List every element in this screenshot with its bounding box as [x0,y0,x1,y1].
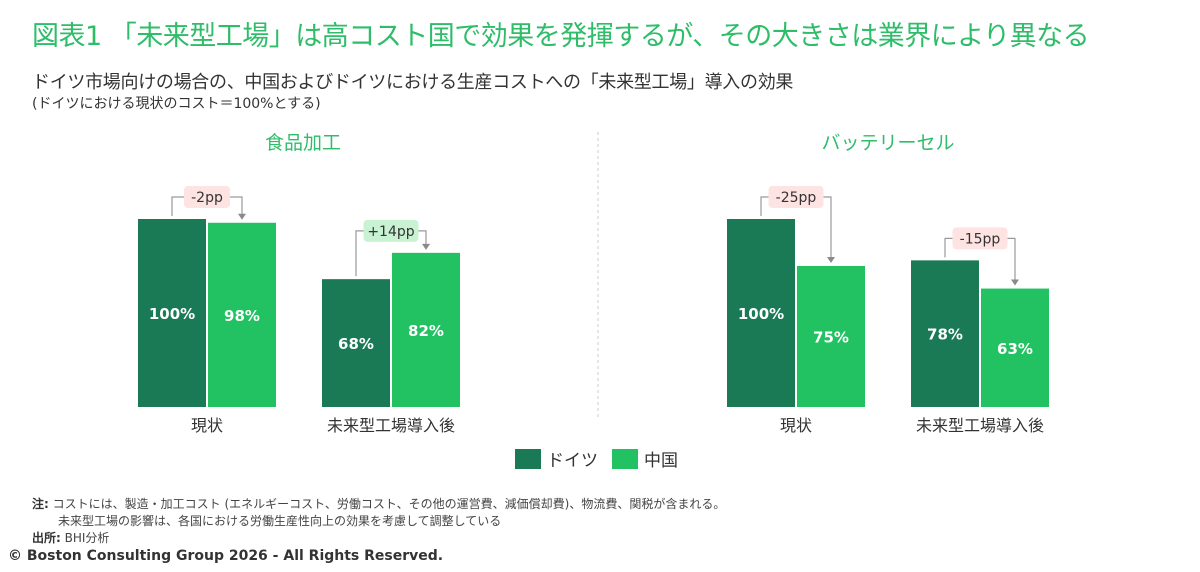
legend-swatch-china [612,448,638,469]
delta-badge [363,219,419,242]
category-label: 現状 [780,416,812,435]
bar-value-label: 82% [408,322,444,340]
footnote-source-text: BHI分析 [64,531,110,545]
footnote: 注: コストには、製造・加工コスト (エネルギーコスト、労働コスト、その他の運営… [32,496,725,547]
delta-badge [184,186,230,208]
panel-title-2: バッテリーセル [821,132,954,154]
bar-germany [727,219,795,407]
delta-badge [768,186,824,208]
panel-title-1: 食品加工 [265,132,341,154]
footnote-note-line1: コストには、製造・加工コスト (エネルギーコスト、労働コスト、その他の運営費、減… [52,497,726,511]
chart-title: 図表1 「未来型工場」は高コスト国で効果を発揮するが、その大きさは業界により異な… [32,21,1090,52]
bar-value-label: 75% [813,329,849,347]
bar-germany [138,219,206,407]
delta-label: -15pp [960,231,1001,247]
bar-value-label: 63% [997,340,1033,358]
delta-label: +14pp [367,224,414,240]
delta-arrowhead [1011,279,1019,286]
category-label: 未来型工場導入後 [327,416,455,435]
footnote-source: 出所: BHI分析 [32,530,725,547]
legend-label-china: 中国 [644,451,678,471]
bar-value-label: 98% [224,307,260,325]
delta-arrowhead [238,213,246,220]
bar-value-label: 100% [738,305,784,323]
chart-subtitle: ドイツ市場向けの場合の、中国およびドイツにおける生産コストへの「未来型工場」導入… [32,72,794,93]
bar-germany [911,260,979,407]
bar-china [797,266,865,407]
legend-item-germany: ドイツ [515,446,598,471]
legend-item-china: 中国 [612,446,678,471]
bar-germany [322,279,390,407]
footnote-note: 注: コストには、製造・加工コスト (エネルギーコスト、労働コスト、その他の運営… [32,496,725,513]
bar-value-label: 100% [149,305,195,323]
bar-china [392,252,460,407]
footnote-note-label: 注: [32,497,49,511]
category-label: 現状 [191,416,223,435]
footnote-note-line2: 未来型工場の影響は、各国における労働生産性向上の効果を考慮して調整している [58,514,502,528]
bar-value-label: 68% [338,335,374,353]
delta-badge [952,227,1008,250]
legend-swatch-germany [515,448,541,469]
bar-china [981,288,1049,407]
bar-value-label: 78% [927,326,963,344]
delta-arrowhead [422,243,430,250]
copyright: © Boston Consulting Group 2026 - All Rig… [8,548,444,564]
delta-label: -25pp [776,190,817,206]
delta-label: -2pp [191,190,223,206]
footnote-source-label: 出所: [32,531,61,545]
legend-label-germany: ドイツ [547,451,598,471]
delta-arrowhead [827,257,835,263]
bar-china [208,222,276,407]
legend: ドイツ 中国 [515,446,692,471]
category-label: 未来型工場導入後 [916,416,1044,435]
chart-subnote: (ドイツにおける現状のコスト＝100%とする) [32,96,321,112]
